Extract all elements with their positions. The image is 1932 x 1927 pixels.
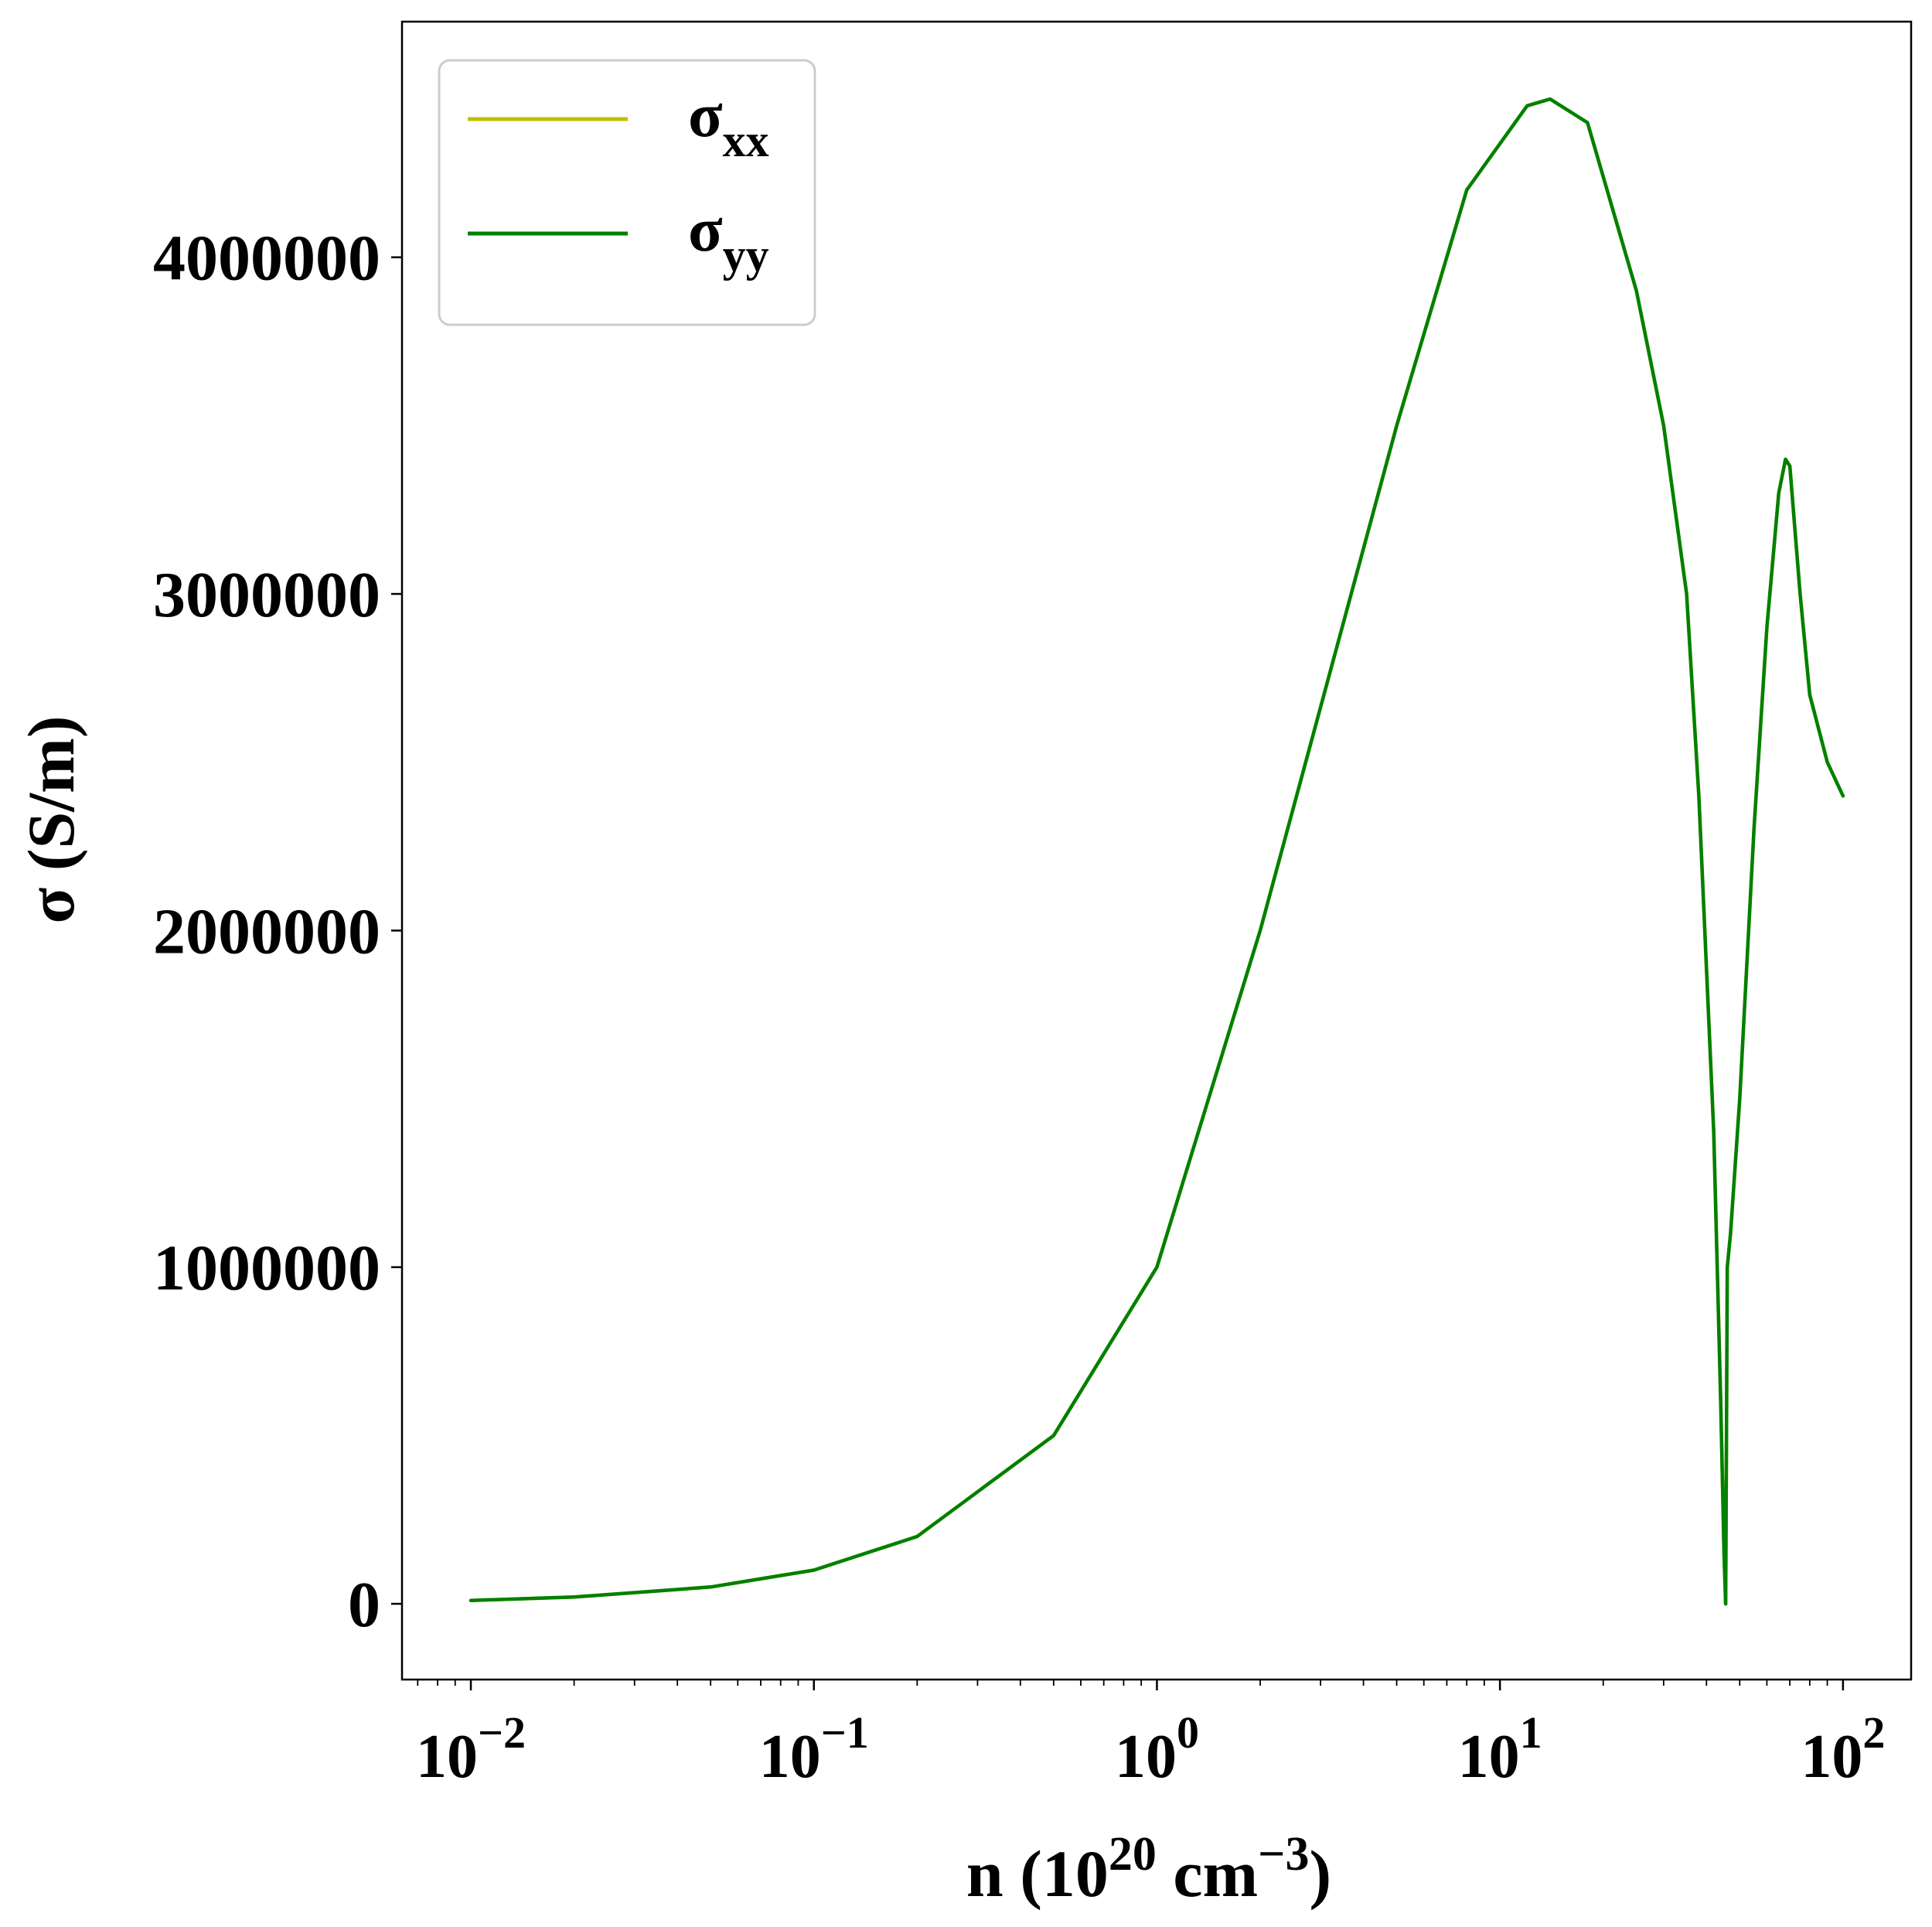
x-axis-title-exp1: 20 [1109, 1828, 1157, 1881]
x-axis-title: n (1020 cm−3) [966, 1828, 1331, 1911]
y-axis-title: σ (S/m) [14, 716, 88, 924]
x-tick-label: 102 [1801, 1707, 1885, 1791]
y-tick-label: 3000000 [153, 559, 380, 631]
legend-box [438, 59, 816, 326]
y-tick-label: 1000000 [153, 1233, 380, 1305]
legend-label-xx: σxx [688, 80, 769, 166]
series-line-1 [469, 97, 1845, 1606]
x-tick-label: 101 [1458, 1707, 1542, 1791]
plot-layer [469, 97, 1845, 1606]
legend: σxx σyy [438, 59, 816, 326]
legend-label-yy: σyy [688, 194, 769, 281]
x-tick-label: 10−2 [416, 1707, 526, 1791]
x-axis-title-mid: cm [1157, 1837, 1258, 1911]
y-tick-label: 0 [348, 1569, 380, 1641]
y-tick-label: 2000000 [153, 895, 380, 967]
x-tick-label: 10−1 [759, 1707, 869, 1791]
x-axis-ticks: 10−2 10−1 100 101 102 [416, 1680, 1885, 1791]
y-tick-label: 4000000 [153, 223, 380, 295]
x-axis-title-end: ) [1309, 1837, 1331, 1911]
x-axis-title-exp2: −3 [1258, 1828, 1309, 1881]
x-tick-label: 100 [1115, 1707, 1199, 1791]
y-axis-ticks: 0 1000000 2000000 3000000 4000000 [153, 223, 402, 1641]
x-axis-title-main: n (10 [966, 1837, 1109, 1911]
